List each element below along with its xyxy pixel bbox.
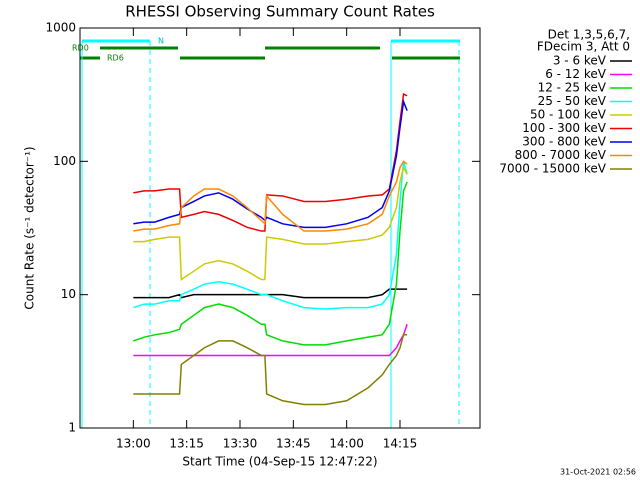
footer: 31-Oct-2021 02:56 — [560, 468, 636, 477]
legend-label: 800 - 7000 keV — [515, 148, 607, 162]
series-line — [133, 334, 408, 406]
y-tick-label: 10 — [61, 287, 76, 301]
series-line — [133, 165, 408, 281]
legend-label: 100 - 300 keV — [522, 121, 606, 135]
y-axis-label: Count Rate (s⁻¹ detector⁻¹) — [23, 146, 37, 309]
chart-title: RHESSI Observing Summary Count Rates — [125, 3, 435, 21]
x-tick-label: 13:15 — [169, 437, 204, 451]
legend-header: Det 1,3,5,6,7, — [548, 28, 630, 42]
annotation: N — [158, 37, 164, 46]
x-tick-label: 13:30 — [223, 437, 258, 451]
x-tick-label: 14:00 — [329, 437, 364, 451]
x-axis-label: Start Time (04-Sep-15 12:47:22) — [182, 455, 377, 469]
plot-frame — [79, 27, 481, 429]
series-line — [133, 181, 408, 346]
y-tick-label: 1000 — [45, 21, 76, 35]
legend-label: 300 - 800 keV — [522, 135, 606, 149]
series-line — [133, 161, 408, 310]
legend-header: FDecim 3, Att 0 — [537, 40, 630, 54]
legend-label: 7000 - 15000 keV — [499, 162, 606, 176]
x-tick-label: 13:00 — [116, 437, 151, 451]
x-tick-label: 13:45 — [276, 437, 311, 451]
y-tick-label: 100 — [53, 154, 76, 168]
series-line — [133, 160, 408, 232]
legend-label: 25 - 50 keV — [538, 94, 607, 108]
annotation: RD6 — [107, 54, 124, 63]
y-tick-label: 1 — [68, 421, 76, 435]
state-bars — [80, 39, 460, 428]
legend-label: 12 - 25 keV — [538, 81, 607, 95]
legend-label: 6 - 12 keV — [545, 67, 607, 81]
legend-label: 3 - 6 keV — [553, 54, 607, 68]
legend-label: 50 - 100 keV — [530, 108, 607, 122]
x-tick-label: 14:15 — [383, 437, 418, 451]
